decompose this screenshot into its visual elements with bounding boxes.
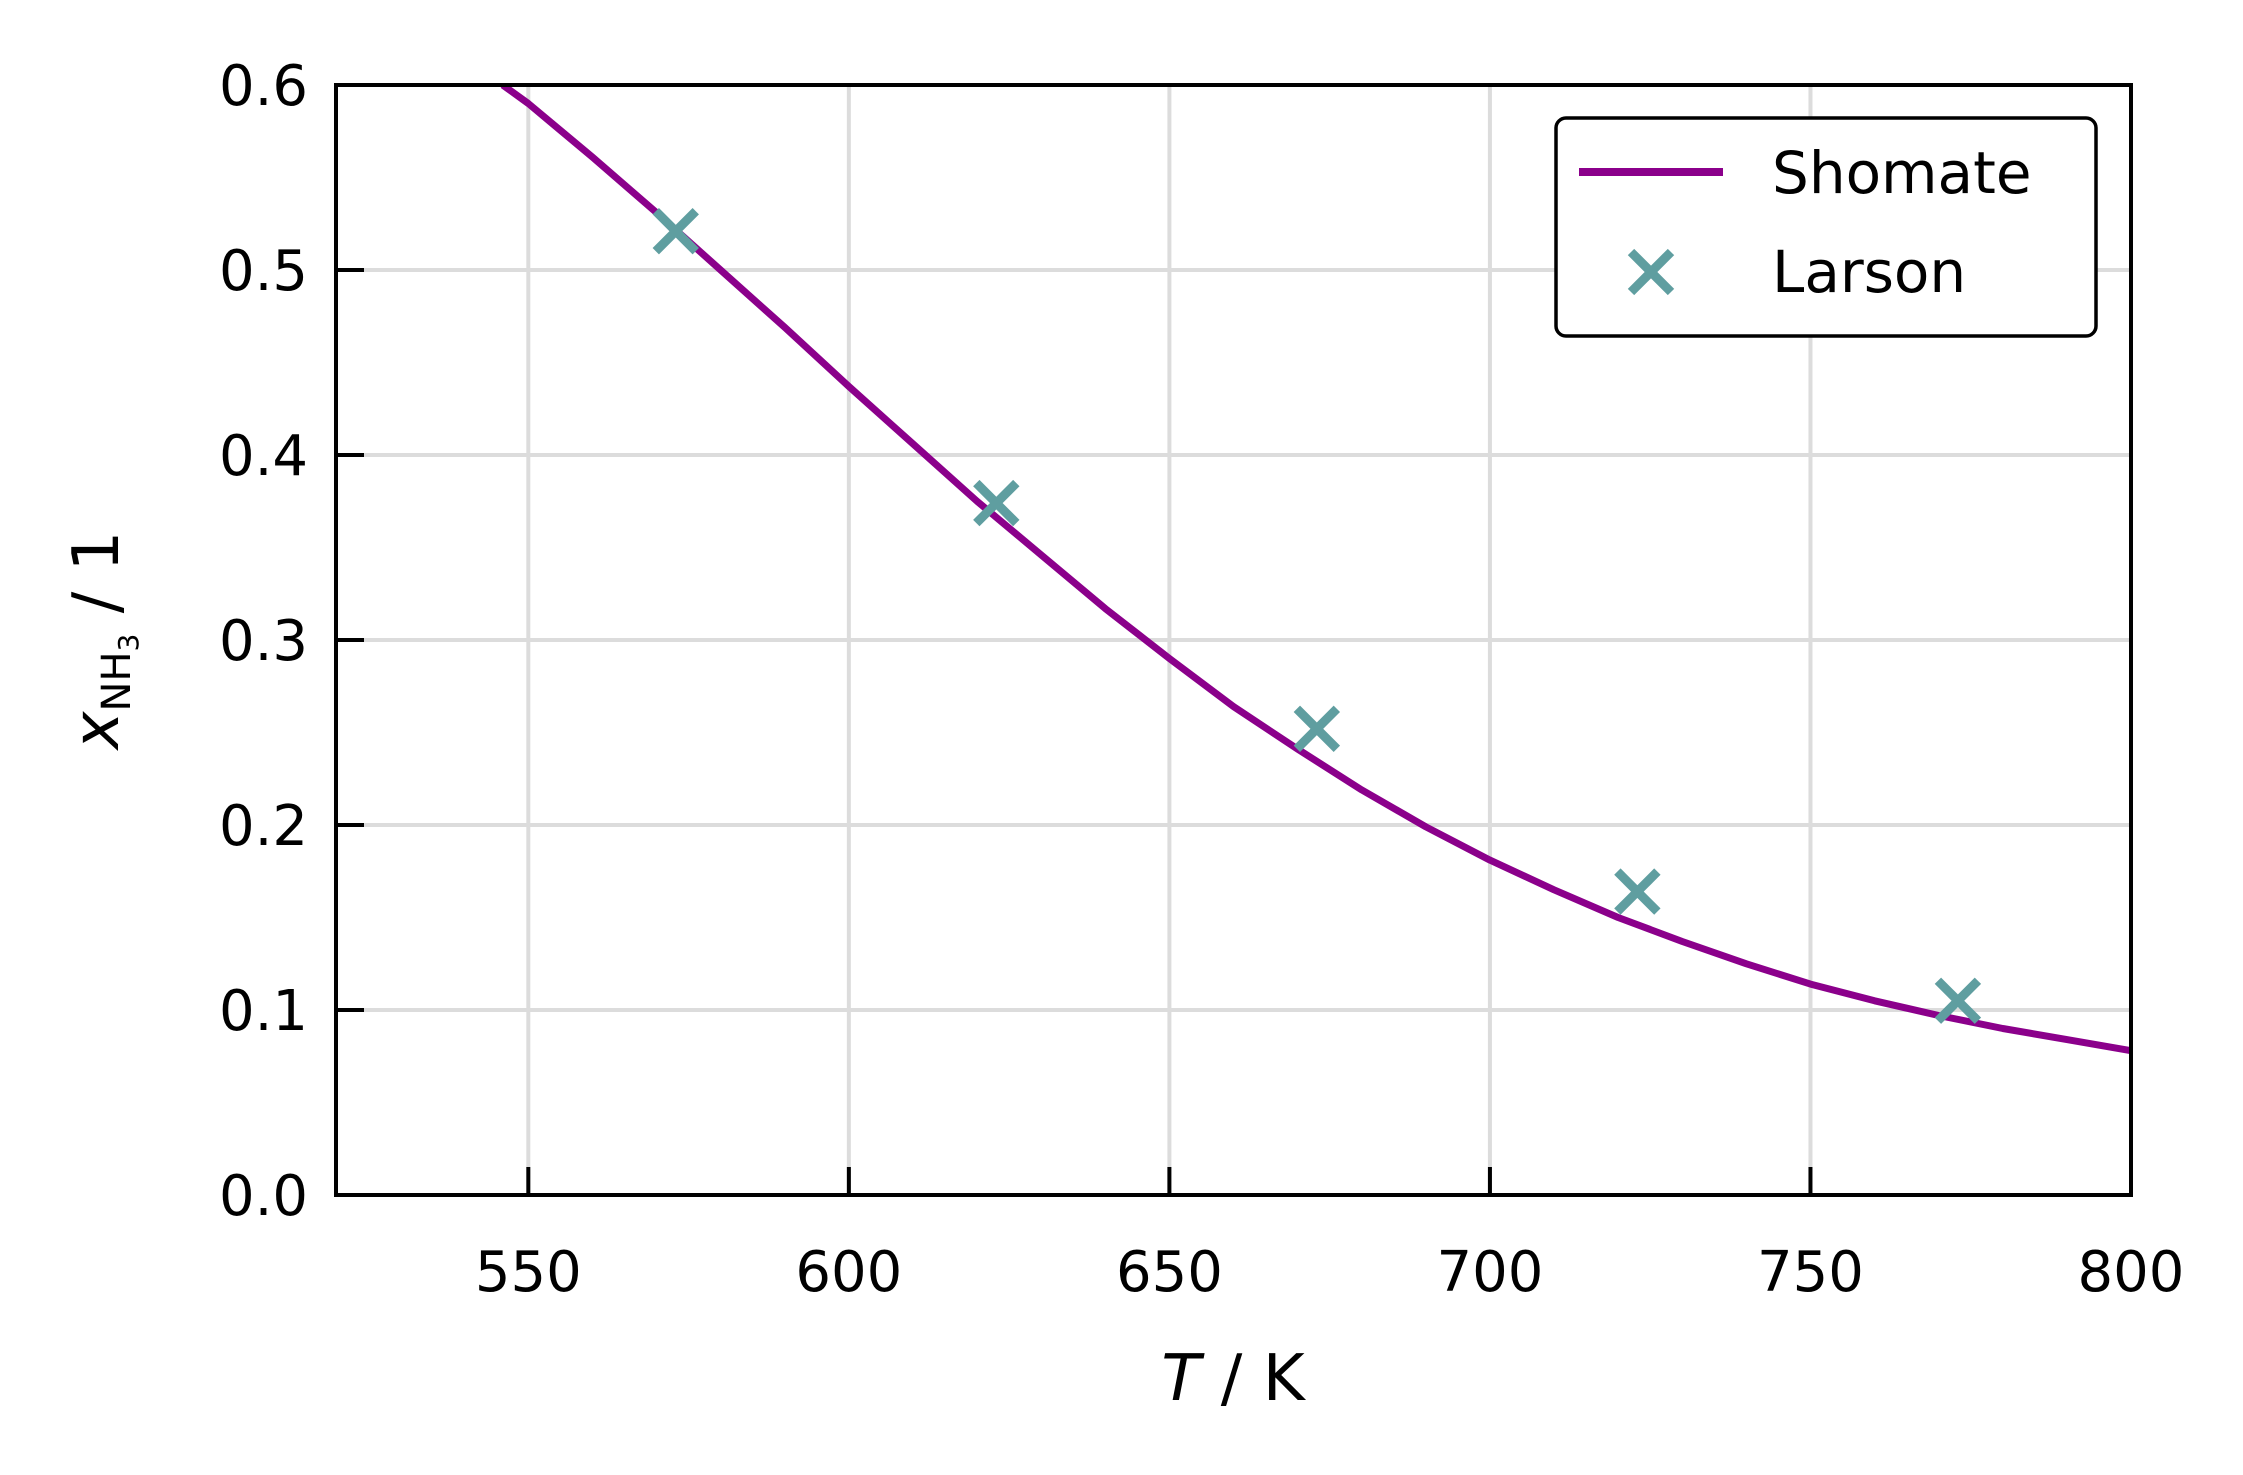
data-point-stroke [1934,977,1982,1024]
legend-marker-stroke [1627,248,1675,296]
data-point-larson [1293,705,1341,752]
x-tick-label: 550 [475,1240,582,1305]
plot-area [500,85,2131,1055]
data-point-stroke [652,207,699,255]
x-axis-label-symbol: T [1161,1342,1205,1416]
data-point-larson [973,479,1020,527]
x-tick-label: 800 [2078,1240,2185,1305]
x-tick-label: 650 [1116,1240,1223,1305]
marker-layer [652,207,1982,1024]
y-axis-label-subsubscript: 3 [112,634,145,652]
y-tick-label: 0.5 [219,239,308,304]
y-axis-label-subscript: NH [94,651,140,711]
y-axis-label-symbol: x [60,710,134,751]
data-point-larson [652,207,699,255]
y-tick-label: 0.3 [219,609,308,674]
data-point-stroke [973,479,1020,527]
data-point-larson [1934,977,1982,1024]
legend-label-larson: Larson [1772,238,1966,306]
y-tick-label: 0.1 [219,979,308,1044]
x-tick-label: 600 [795,1240,902,1305]
y-axis-ticks: 0.0 0.1 0.2 0.3 0.4 0.5 0.6 [219,54,364,1229]
y-axis-label: xNH3 / 1 [60,531,145,752]
legend-label-shomate: Shomate [1772,139,2032,207]
data-point-larson [1614,868,1661,915]
y-tick-label: 0.6 [219,54,308,119]
y-tick-label: 0.4 [219,424,308,489]
y-axis-label-unit: / 1 [60,531,134,634]
legend-marker-swatch [1627,248,1675,296]
x-axis-label-unit: / K [1200,1342,1306,1416]
x-axis-ticks: 550 600 650 700 750 800 [475,1167,2185,1305]
data-point-stroke [1293,705,1341,752]
y-tick-label: 0.0 [219,1164,308,1229]
x-axis-label: T / K [1161,1342,1306,1416]
y-tick-label: 0.2 [219,794,308,859]
data-point-stroke [1614,868,1661,915]
x-tick-label: 700 [1436,1240,1543,1305]
x-tick-label: 750 [1757,1240,1864,1305]
legend: Shomate Larson [1554,116,2098,338]
